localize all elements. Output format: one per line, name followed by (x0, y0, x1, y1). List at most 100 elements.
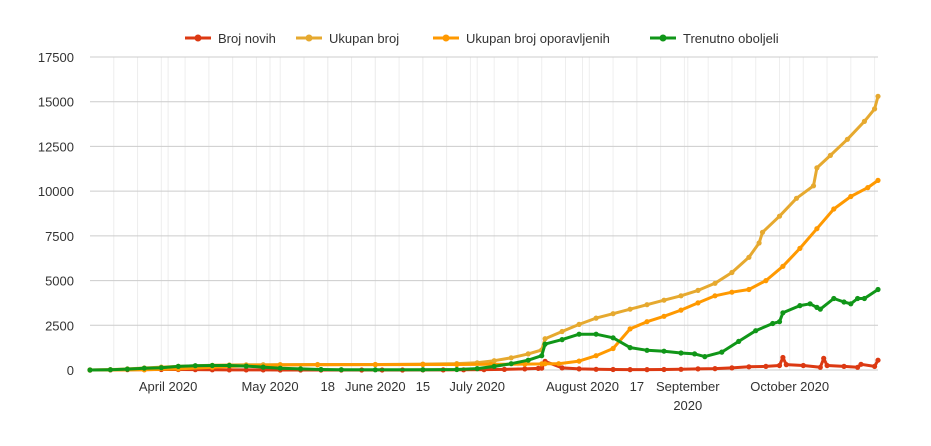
data-point[interactable] (800, 362, 806, 369)
data-point[interactable] (875, 93, 881, 99)
data-point[interactable] (644, 319, 650, 325)
data-point[interactable] (315, 362, 321, 368)
data-point[interactable] (746, 364, 752, 370)
data-point[interactable] (522, 366, 528, 372)
data-point[interactable] (209, 362, 215, 369)
data-point[interactable] (141, 365, 147, 371)
data-point[interactable] (848, 301, 854, 307)
data-point[interactable] (627, 367, 633, 373)
data-point[interactable] (107, 367, 113, 373)
data-point[interactable] (678, 350, 684, 356)
data-point[interactable] (372, 367, 378, 373)
data-point[interactable] (861, 295, 868, 302)
data-point[interactable] (746, 286, 752, 293)
data-point[interactable] (865, 185, 871, 191)
data-point[interactable] (525, 351, 531, 357)
data-point[interactable] (559, 365, 565, 371)
legend-item[interactable]: Trenutno oboljeli (650, 31, 779, 46)
data-point[interactable] (491, 358, 497, 364)
data-point[interactable] (807, 301, 813, 307)
data-point[interactable] (780, 263, 786, 269)
data-point[interactable] (226, 367, 232, 373)
data-point[interactable] (539, 353, 545, 359)
data-point[interactable] (420, 361, 426, 368)
data-point[interactable] (678, 293, 684, 299)
data-point[interactable] (756, 240, 762, 246)
data-point[interactable] (719, 349, 725, 355)
data-point[interactable] (780, 310, 786, 316)
data-point[interactable] (841, 299, 847, 305)
data-point[interactable] (736, 338, 742, 344)
data-point[interactable] (158, 365, 164, 371)
data-point[interactable] (695, 287, 701, 293)
data-point[interactable] (841, 363, 847, 369)
data-point[interactable] (729, 365, 735, 371)
data-point[interactable] (780, 354, 786, 361)
data-point[interactable] (576, 358, 582, 364)
data-point[interactable] (559, 328, 565, 335)
data-point[interactable] (848, 193, 854, 200)
data-point[interactable] (338, 367, 344, 373)
data-point[interactable] (644, 367, 650, 373)
data-point[interactable] (712, 280, 718, 286)
data-point[interactable] (872, 106, 878, 112)
data-point[interactable] (763, 278, 769, 284)
data-point[interactable] (454, 361, 460, 368)
data-point[interactable] (746, 254, 752, 260)
data-point[interactable] (556, 361, 562, 367)
data-point[interactable] (474, 366, 480, 372)
data-point[interactable] (644, 347, 650, 353)
legend-item[interactable]: Ukupan broj oporavljenih (433, 31, 610, 46)
data-point[interactable] (644, 302, 650, 308)
data-point[interactable] (661, 366, 667, 373)
data-point[interactable] (827, 152, 834, 158)
data-point[interactable] (593, 315, 599, 321)
data-point[interactable] (817, 364, 823, 370)
legend-item[interactable]: Ukupan broj (296, 31, 399, 46)
data-point[interactable] (824, 362, 830, 369)
data-point[interactable] (855, 364, 861, 370)
data-point[interactable] (610, 311, 616, 317)
data-point[interactable] (861, 118, 868, 124)
data-point[interactable] (542, 341, 548, 347)
legend-item[interactable]: Broj novih (185, 31, 276, 46)
data-point[interactable] (678, 307, 684, 313)
data-point[interactable] (522, 361, 528, 367)
data-point[interactable] (542, 361, 548, 367)
data-point[interactable] (695, 300, 701, 306)
data-point[interactable] (298, 366, 304, 372)
data-point[interactable] (770, 320, 776, 327)
data-point[interactable] (525, 357, 531, 363)
data-point[interactable] (661, 297, 667, 303)
data-point[interactable] (627, 306, 633, 312)
data-point[interactable] (559, 337, 565, 343)
data-point[interactable] (797, 245, 803, 251)
data-point[interactable] (593, 331, 599, 337)
data-point[interactable] (124, 366, 130, 372)
data-point[interactable] (855, 295, 861, 302)
data-point[interactable] (712, 366, 718, 372)
data-point[interactable] (875, 357, 881, 363)
data-point[interactable] (610, 345, 616, 352)
data-point[interactable] (776, 213, 783, 219)
data-point[interactable] (702, 354, 708, 360)
data-point[interactable] (695, 366, 701, 372)
data-point[interactable] (192, 363, 198, 369)
data-point[interactable] (372, 362, 378, 368)
data-point[interactable] (576, 366, 582, 372)
data-point[interactable] (542, 336, 548, 342)
data-point[interactable] (87, 367, 93, 373)
data-point[interactable] (817, 306, 823, 312)
data-point[interactable] (729, 289, 735, 295)
data-point[interactable] (797, 303, 803, 309)
data-point[interactable] (875, 177, 881, 183)
data-point[interactable] (491, 363, 497, 369)
data-point[interactable] (678, 366, 684, 372)
data-point[interactable] (539, 365, 545, 371)
data-point[interactable] (692, 351, 698, 357)
data-point[interactable] (814, 226, 820, 232)
data-point[interactable] (793, 195, 800, 201)
data-point[interactable] (776, 319, 783, 325)
data-point[interactable] (661, 348, 667, 354)
data-point[interactable] (831, 295, 837, 302)
